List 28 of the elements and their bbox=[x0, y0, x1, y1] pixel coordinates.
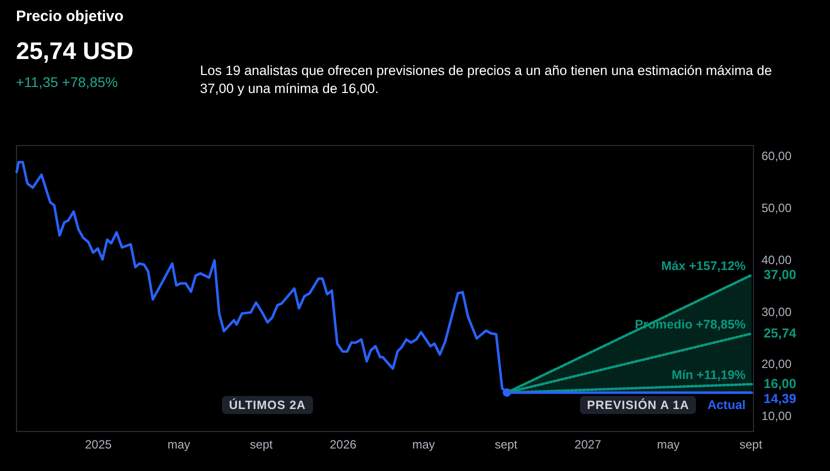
x-tick-label: may bbox=[656, 438, 680, 452]
series-label: Actual bbox=[707, 398, 746, 412]
y-tick-label: 40,00 bbox=[762, 252, 792, 267]
data-label: 16,00 bbox=[764, 376, 796, 392]
x-tick-label: sept bbox=[739, 438, 763, 452]
x-tick-label: may bbox=[412, 438, 435, 452]
series-label: Mín +11,19% bbox=[672, 368, 746, 382]
chart-title: Precio objetivo bbox=[16, 8, 124, 25]
annotation: ÚLTIMOS 2A bbox=[222, 396, 313, 414]
y-tick-label: 20,00 bbox=[762, 356, 792, 371]
y-tick-label: 30,00 bbox=[762, 304, 792, 319]
text: Los 19 analistas que ofrecen previsiones de precios a un año tienen una estimación máxima de 37,00 y una mínima de 16,00. bbox=[200, 62, 773, 98]
x-tick-label: 2026 bbox=[330, 438, 357, 452]
data-label: 25,74 bbox=[764, 326, 797, 341]
data-label: 14,39 bbox=[764, 391, 796, 406]
y-tick-label: 10,00 bbox=[762, 408, 792, 423]
data-label: 37,00 bbox=[764, 267, 796, 282]
chart-subtitle: 25,74 USD bbox=[16, 38, 134, 66]
x-tick-label: 2025 bbox=[84, 438, 112, 452]
x-tick-label: 2027 bbox=[574, 438, 602, 452]
x-tick-label: may bbox=[167, 438, 190, 452]
y-tick-label: 50,00 bbox=[762, 200, 792, 215]
annotation: PREVISIÓN A 1A bbox=[580, 396, 696, 414]
text: +11,35 +78,85% bbox=[16, 74, 118, 90]
x-tick-label: sept bbox=[250, 438, 274, 452]
y-tick-label: 60,00 bbox=[762, 148, 792, 163]
x-tick-label: sept bbox=[494, 438, 518, 452]
series-label: Máx +157,12% bbox=[661, 259, 746, 273]
